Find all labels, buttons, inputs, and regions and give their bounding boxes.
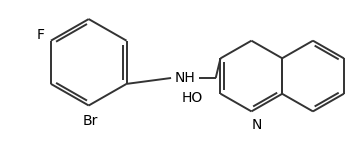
- Text: N: N: [251, 118, 262, 132]
- Text: Br: Br: [83, 114, 99, 128]
- Text: NH: NH: [175, 71, 195, 85]
- Text: HO: HO: [182, 91, 203, 105]
- Text: F: F: [36, 28, 45, 42]
